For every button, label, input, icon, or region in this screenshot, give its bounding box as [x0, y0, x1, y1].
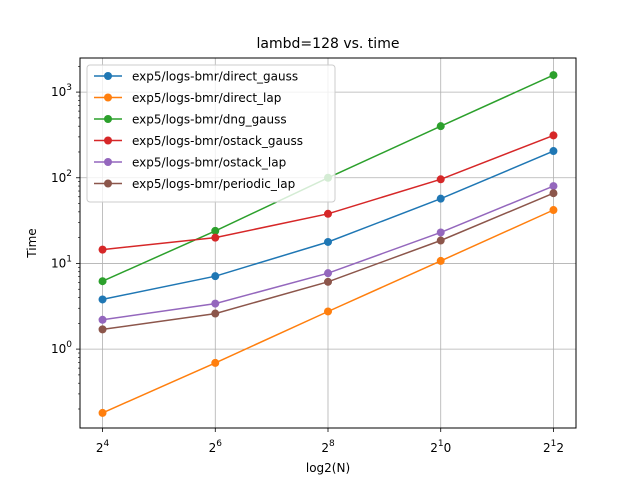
series-marker — [436, 236, 445, 245]
series-layer — [98, 71, 558, 417]
legend-label: exp5/logs-bmr/periodic_lap — [132, 177, 295, 191]
y-tick-label: 102 — [51, 169, 72, 185]
series-marker — [98, 325, 107, 334]
legend-marker — [104, 136, 112, 145]
series-marker — [98, 408, 107, 417]
series-marker — [549, 71, 558, 80]
series-marker — [324, 237, 332, 246]
series-marker — [211, 309, 220, 318]
series-marker — [98, 315, 107, 324]
y-axis-label: Time — [25, 228, 39, 258]
legend-label: exp5/logs-bmr/dng_gauss — [132, 113, 287, 127]
series-marker — [211, 233, 220, 242]
series-marker — [436, 228, 445, 237]
legend-label: exp5/logs-bmr/direct_lap — [132, 91, 281, 105]
series-marker — [549, 131, 558, 140]
chart-title: lambd=128 vs. time — [257, 36, 400, 52]
axes-layer: 24 26 28 210 212 100 101 102 103 — [51, 66, 564, 455]
series-marker — [211, 226, 220, 235]
x-tick-label: 24 — [96, 439, 110, 455]
x-tick-label: 26 — [209, 439, 223, 455]
legend-label: exp5/logs-bmr/direct_gauss — [132, 70, 298, 84]
series-marker — [549, 189, 558, 198]
series-marker — [98, 295, 107, 304]
series-marker — [549, 206, 558, 215]
series-marker — [211, 272, 220, 281]
series-marker — [324, 307, 332, 316]
series-marker — [436, 122, 445, 131]
series-marker — [436, 256, 445, 265]
legend-marker — [104, 72, 112, 80]
legend-marker — [104, 115, 112, 123]
legend-marker — [104, 158, 112, 166]
legend: exp5/logs-bmr/direct_gauss exp5/logs-bmr/… — [86, 64, 336, 203]
x-tick-label: 210 — [430, 439, 451, 455]
series-marker — [211, 299, 220, 308]
series-marker — [549, 182, 558, 191]
legend-marker — [104, 179, 112, 188]
y-tick-label: 101 — [51, 254, 72, 270]
series-marker — [324, 209, 332, 218]
x-tick-label: 212 — [543, 439, 564, 455]
series-marker — [324, 277, 332, 286]
series-marker — [211, 358, 220, 367]
y-tick-label: 103 — [51, 83, 72, 99]
legend-box — [86, 64, 336, 203]
series-marker — [549, 147, 558, 156]
series-marker — [436, 194, 445, 203]
x-tick-label: 28 — [321, 439, 335, 455]
series-marker — [98, 277, 107, 286]
legend-label: exp5/logs-bmr/ostack_gauss — [132, 134, 303, 148]
series-marker — [436, 175, 445, 184]
x-axis-label: log2(N) — [306, 461, 350, 475]
series-marker — [324, 269, 332, 278]
legend-marker — [104, 93, 112, 102]
legend-label: exp5/logs-bmr/ostack_lap — [132, 156, 286, 170]
y-tick-label: 100 — [51, 340, 72, 356]
series-marker — [98, 245, 107, 254]
